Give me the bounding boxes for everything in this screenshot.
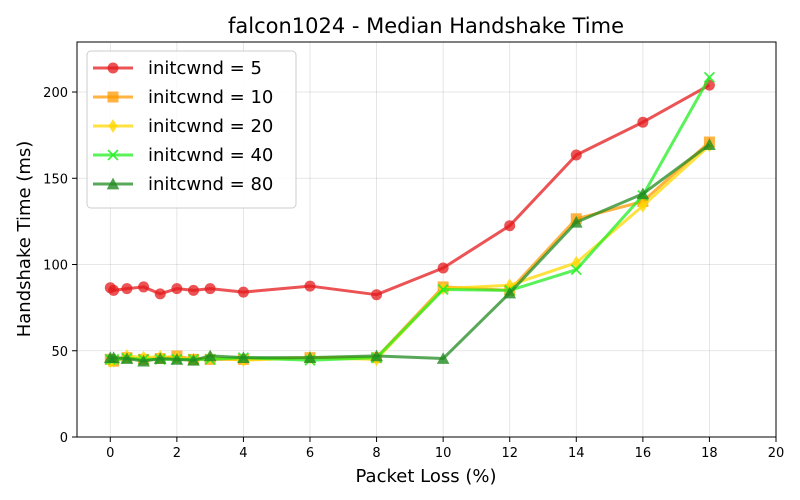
data-point bbox=[138, 281, 150, 293]
data-point bbox=[504, 220, 516, 232]
legend-item: initcwnd = 80 bbox=[93, 174, 273, 195]
data-point bbox=[636, 187, 650, 200]
data-point bbox=[237, 286, 249, 298]
series-5 bbox=[103, 138, 716, 367]
data-point bbox=[304, 280, 316, 292]
data-point bbox=[237, 351, 250, 364]
x-tick-label: 14 bbox=[568, 446, 585, 461]
x-tick-label: 10 bbox=[435, 446, 452, 461]
legend-item: initcwnd = 40 bbox=[93, 145, 273, 166]
x-tick-label: 0 bbox=[106, 446, 114, 461]
data-point bbox=[107, 149, 119, 161]
y-axis-ticks: 0 50 100 150 200 bbox=[43, 86, 77, 446]
data-point bbox=[371, 289, 383, 301]
x-tick-label: 18 bbox=[701, 446, 718, 461]
x-tick-label: 6 bbox=[306, 446, 314, 461]
legend: initcwnd = 5 initcwnd = 10 initcwnd = 20 in… bbox=[86, 50, 297, 209]
data-point bbox=[187, 353, 200, 366]
data-point bbox=[503, 286, 517, 299]
data-point bbox=[437, 262, 449, 274]
data-point bbox=[121, 283, 133, 295]
data-point bbox=[170, 353, 184, 365]
chart-title: falcon1024 - Median Handshake Time bbox=[228, 14, 624, 38]
data-point bbox=[107, 91, 119, 103]
data-point bbox=[204, 283, 216, 295]
data-point bbox=[107, 62, 119, 74]
legend-item: initcwnd = 5 bbox=[93, 58, 262, 79]
data-point bbox=[436, 352, 450, 364]
data-point bbox=[108, 284, 120, 296]
data-point bbox=[570, 149, 582, 161]
x-tick-label: 12 bbox=[501, 446, 518, 461]
data-point bbox=[303, 351, 317, 364]
data-point bbox=[437, 283, 449, 296]
data-point bbox=[120, 352, 134, 364]
data-point bbox=[106, 177, 120, 190]
x-tick-label: 2 bbox=[173, 446, 181, 461]
x-axis-label: Packet Loss (%) bbox=[356, 466, 497, 487]
data-point bbox=[569, 215, 583, 228]
data-point bbox=[203, 349, 217, 362]
legend-item: initcwnd = 20 bbox=[93, 116, 273, 137]
data-point bbox=[153, 352, 167, 364]
data-point bbox=[188, 284, 199, 296]
x-tick-label: 20 bbox=[768, 446, 785, 461]
series-layer bbox=[103, 71, 716, 368]
data-point bbox=[137, 354, 150, 367]
data-point bbox=[107, 351, 120, 364]
data-point bbox=[638, 198, 648, 213]
data-point bbox=[370, 349, 383, 362]
plot-frame bbox=[76, 41, 777, 438]
data-point bbox=[637, 116, 649, 128]
legend-label: initcwnd = 5 bbox=[148, 58, 262, 79]
series-line bbox=[109, 83, 711, 297]
data-point bbox=[171, 283, 183, 295]
legend-label: initcwnd = 40 bbox=[148, 145, 273, 166]
data-point bbox=[570, 264, 582, 276]
x-axis-ticks: 0 2 4 6 8 10 12 14 16 18 20 bbox=[106, 437, 784, 461]
series-line bbox=[110, 143, 711, 363]
y-tick-label: 50 bbox=[51, 345, 68, 360]
data-point bbox=[703, 71, 716, 83]
legend-box bbox=[86, 50, 297, 209]
x-tick-label: 4 bbox=[239, 446, 247, 461]
y-axis-label: Handshake Time (ms) bbox=[14, 141, 35, 338]
x-tick-label: 8 bbox=[372, 446, 380, 461]
legend-label: initcwnd = 10 bbox=[148, 87, 273, 108]
data-point bbox=[108, 119, 118, 133]
x-tick-label: 16 bbox=[635, 446, 652, 461]
data-point bbox=[703, 138, 716, 151]
legend-label: initcwnd = 80 bbox=[148, 174, 273, 195]
y-tick-label: 150 bbox=[43, 172, 68, 187]
data-point bbox=[154, 288, 166, 300]
y-tick-label: 0 bbox=[60, 431, 68, 446]
legend-label: initcwnd = 20 bbox=[148, 116, 273, 137]
series-1 bbox=[104, 79, 715, 301]
y-tick-label: 100 bbox=[43, 259, 68, 274]
legend-item: initcwnd = 10 bbox=[93, 87, 273, 108]
y-tick-label: 200 bbox=[43, 86, 68, 101]
